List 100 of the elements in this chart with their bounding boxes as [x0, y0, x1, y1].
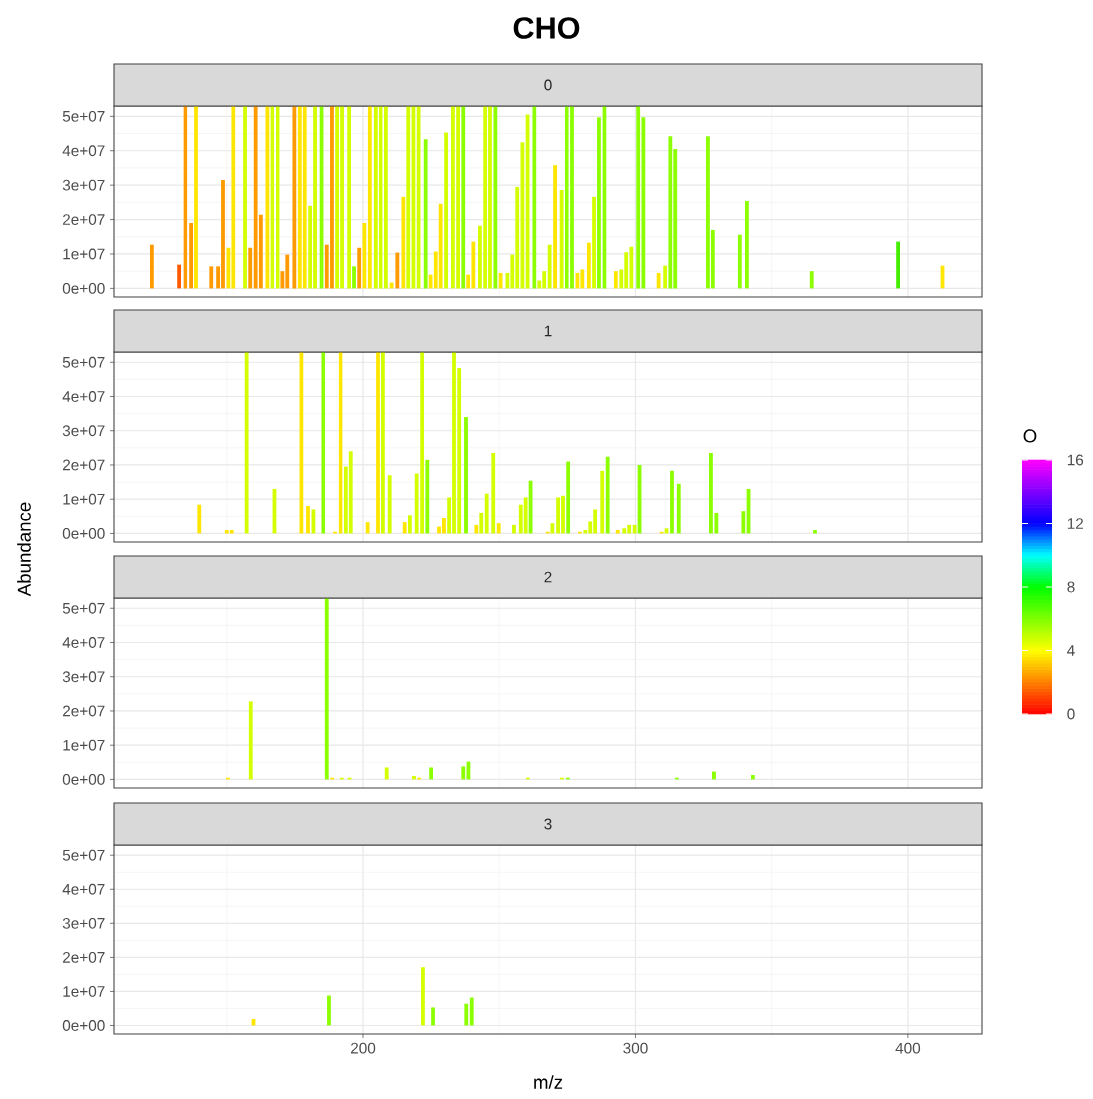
x-tick-label: 300 [623, 1042, 648, 1054]
bar [401, 196, 406, 289]
bar [615, 530, 620, 534]
bar [712, 771, 716, 780]
bar [189, 223, 194, 289]
bar [412, 776, 416, 780]
bar [523, 497, 528, 534]
bar [373, 105, 378, 289]
bar [265, 105, 270, 289]
bar [384, 767, 389, 780]
bar [395, 252, 400, 289]
bar [461, 766, 466, 780]
bar [496, 523, 501, 534]
bar [348, 451, 353, 534]
bar [389, 282, 394, 289]
y-tick-label: 3e+07 [62, 425, 105, 437]
color-bar-label: 16 [1067, 454, 1084, 466]
y-tick-label: 3e+07 [62, 671, 105, 683]
chart-subtitle: 3 [544, 818, 552, 830]
bar [668, 136, 673, 289]
x-axis-title: m/z [534, 1075, 563, 1089]
y-axis-title: Abundance [17, 502, 31, 597]
chart-subtitle: 0 [544, 79, 552, 91]
bar [429, 767, 434, 780]
bar [484, 493, 489, 534]
bar [197, 504, 202, 534]
bar [292, 105, 297, 289]
bar [586, 242, 591, 289]
bar [376, 351, 380, 534]
bar [613, 271, 618, 289]
y-tick-label: 4e+07 [62, 145, 105, 157]
bar [362, 223, 367, 289]
bar [444, 132, 449, 289]
y-tick-label: 0e+00 [62, 528, 105, 539]
y-tick-label: 1e+07 [63, 248, 105, 260]
chart-subtitle: 1 [544, 325, 552, 337]
bar [479, 512, 484, 534]
y-tick-label: 4e+07 [62, 637, 105, 648]
y-tick-label: 4e+07 [62, 391, 105, 402]
bar [335, 105, 340, 289]
bar [421, 967, 425, 1026]
bar [229, 530, 234, 534]
bar [622, 528, 627, 534]
y-tick-label: 1e+07 [63, 739, 105, 751]
y-tick-label: 5e+07 [62, 110, 105, 122]
bar [438, 203, 443, 289]
bar [407, 515, 412, 534]
y-tick-label: 5e+07 [62, 602, 105, 614]
bar [209, 266, 214, 289]
bar [248, 701, 253, 780]
bar [302, 105, 307, 289]
bar [566, 461, 571, 534]
y-tick-label: 2e+07 [63, 214, 105, 225]
bar [464, 417, 468, 534]
bar [194, 105, 198, 289]
bar [636, 105, 641, 289]
bar [741, 511, 746, 534]
bar [431, 1007, 435, 1026]
bar [416, 105, 421, 289]
color-bar-label: 12 [1067, 518, 1083, 529]
bar [559, 189, 564, 289]
bar [600, 470, 605, 534]
y-tick-label: 2e+07 [63, 459, 105, 471]
color-bar-label: 4 [1067, 645, 1075, 656]
bar [367, 105, 372, 289]
bar [381, 351, 385, 534]
bar [550, 523, 555, 534]
bar [423, 139, 428, 289]
bar [750, 774, 755, 780]
color-bar-label: 0 [1067, 708, 1075, 720]
bar [744, 200, 749, 289]
bar [809, 271, 814, 289]
bar [469, 997, 474, 1026]
bar [406, 105, 411, 289]
bar [248, 247, 253, 289]
bar [243, 105, 247, 289]
bar [327, 995, 331, 1026]
bar [402, 522, 407, 534]
y-tick-label: 2e+07 [63, 951, 105, 963]
y-tick-label: 2e+07 [63, 705, 105, 717]
bar [512, 524, 516, 534]
bar [663, 265, 668, 289]
y-tick-label: 1e+07 [63, 986, 105, 997]
bar [605, 456, 610, 534]
bar [491, 452, 496, 534]
bar [532, 105, 537, 289]
bar [461, 105, 466, 289]
bar [570, 105, 574, 289]
y-tick-label: 5e+07 [62, 356, 105, 368]
bar [357, 247, 362, 289]
bar [425, 459, 430, 534]
bar [498, 272, 503, 289]
bar [676, 483, 681, 534]
bar [324, 597, 329, 780]
bar [813, 530, 817, 534]
bar [488, 105, 492, 289]
bar [177, 264, 182, 289]
x-tick-label: 200 [351, 1042, 376, 1054]
y-tick-label: 0e+00 [62, 1020, 105, 1031]
color-bar-label: 8 [1067, 581, 1075, 593]
